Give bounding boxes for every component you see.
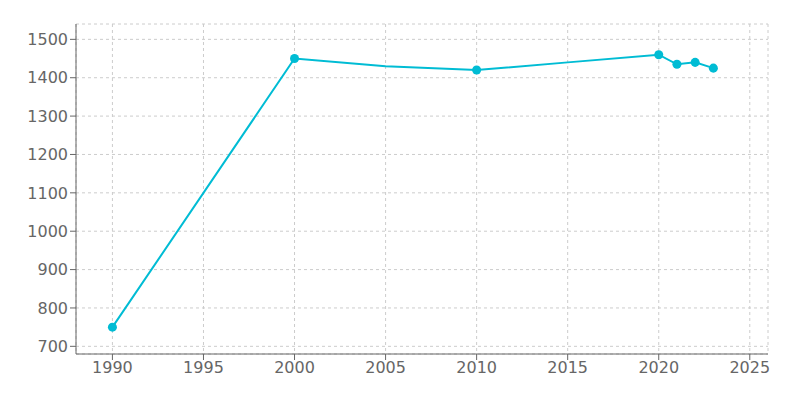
svg-text:2015: 2015 — [547, 358, 588, 377]
svg-text:800: 800 — [37, 299, 68, 318]
svg-text:1990: 1990 — [92, 358, 133, 377]
svg-text:900: 900 — [37, 260, 68, 279]
svg-text:1400: 1400 — [27, 68, 68, 87]
svg-text:2020: 2020 — [638, 358, 679, 377]
svg-text:700: 700 — [37, 337, 68, 356]
svg-text:1100: 1100 — [27, 184, 68, 203]
svg-text:1300: 1300 — [27, 107, 68, 126]
svg-text:2000: 2000 — [274, 358, 315, 377]
svg-text:1200: 1200 — [27, 145, 68, 164]
svg-text:1000: 1000 — [27, 222, 68, 241]
svg-text:1995: 1995 — [183, 358, 224, 377]
svg-text:2005: 2005 — [365, 358, 406, 377]
svg-text:2010: 2010 — [456, 358, 497, 377]
svg-text:1500: 1500 — [27, 30, 68, 49]
svg-text:2025: 2025 — [729, 358, 770, 377]
